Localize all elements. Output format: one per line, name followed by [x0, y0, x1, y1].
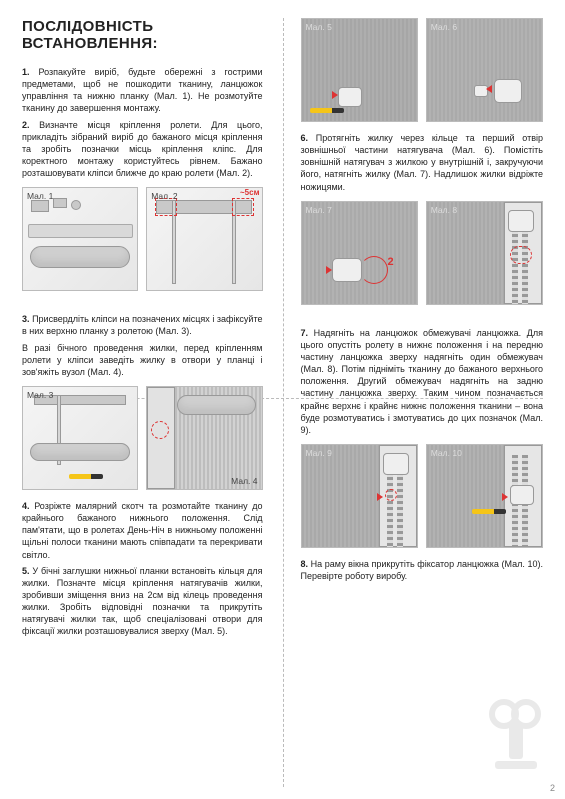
figure-4-label: Мал. 4: [231, 476, 257, 486]
figure-4: Мал. 4: [146, 386, 262, 490]
step-6-text: 6. Протягніть жилку через кільце та перш…: [301, 132, 544, 193]
figure-5: Мал. 5: [301, 18, 418, 122]
figure-2-label: Мал. 2: [151, 191, 177, 201]
left-column: ПОСЛІДОВНІСТЬ ВСТАНОВЛЕННЯ: 1. Розпакуйт…: [0, 0, 283, 799]
step-2-text: 2. Визначте місця кріплення ролети. Для …: [22, 119, 263, 180]
figure-row-1-2: Мал. 1 Мал. 2 ~5см: [22, 187, 263, 291]
figure-row-3-4: Мал. 3 Мал. 4: [22, 386, 263, 490]
figure-10: Мал. 10: [426, 444, 543, 548]
step-2-body: Визначте місця кріплення ролети. Для цьо…: [22, 120, 263, 179]
figure-6-label: Мал. 6: [431, 22, 457, 32]
figure-3-label: Мал. 3: [27, 390, 53, 400]
step-1-text: 1. Розпакуйте виріб, будьте обережні з г…: [22, 66, 263, 115]
step-8-body: На раму вікна прикрутіть фіксатор ланцюж…: [301, 559, 543, 581]
figure-7-label: Мал. 7: [306, 205, 332, 215]
figure-5-label: Мал. 5: [306, 22, 332, 32]
step-4-text: 4. Розріжте малярний скотч та розмотайте…: [22, 500, 263, 561]
step-1-body: Розпакуйте виріб, будьте обережні з гост…: [22, 67, 263, 113]
figure-1-label: Мал. 1: [27, 191, 53, 201]
figure-1: Мал. 1: [22, 187, 138, 291]
step-6-body: Протягніть жилку через кільце та перший …: [301, 133, 544, 192]
page-number: 2: [550, 783, 555, 793]
figure-10-label: Мал. 10: [431, 448, 462, 458]
page-title: ПОСЛІДОВНІСТЬ ВСТАНОВЛЕННЯ:: [22, 18, 263, 52]
figure-row-9-10: Мал. 9 Мал. 10: [301, 444, 544, 548]
watermark-icon: [481, 699, 551, 769]
step-3a-body: Присвердліть кліпси на позначених місцях…: [22, 314, 263, 336]
figure-3: Мал. 3: [22, 386, 138, 490]
step-8-text: 8. На раму вікна прикрутіть фіксатор лан…: [301, 558, 544, 582]
step-7-text: 7. Надягніть на ланцюжок обмежувачі ланц…: [301, 327, 544, 436]
step-5-body: У бічні заглушки нижньої планки встанові…: [22, 566, 263, 637]
figure-8: Мал. 8: [426, 201, 543, 305]
figure-7: Мал. 7 2: [301, 201, 418, 305]
figure-8-label: Мал. 8: [431, 205, 457, 215]
step-7-body: Надягніть на ланцюжок обмежувачі ланцюжк…: [301, 328, 544, 435]
figure-2: Мал. 2 ~5см: [146, 187, 262, 291]
step-5-text: 5. У бічні заглушки нижньої планки встан…: [22, 565, 263, 638]
figure-6: Мал. 6: [426, 18, 543, 122]
step-4-body: Розріжте малярний скотч та розмотайте тк…: [22, 501, 263, 560]
dim-5cm: ~5см: [240, 188, 260, 197]
figure-9-label: Мал. 9: [306, 448, 332, 458]
figure-row-7-8: Мал. 7 2 Мал. 8: [301, 201, 544, 305]
step-3-text: 3. Присвердліть кліпси на позначених міс…: [22, 313, 263, 337]
step-3b-text: В разі бічного проведення жилки, перед к…: [22, 342, 263, 378]
figure-9: Мал. 9: [301, 444, 418, 548]
right-column: Мал. 5 Мал. 6 6. Протягніть жилку через …: [283, 0, 565, 799]
red-two: 2: [388, 256, 394, 268]
figure-row-5-6: Мал. 5 Мал. 6: [301, 18, 544, 122]
